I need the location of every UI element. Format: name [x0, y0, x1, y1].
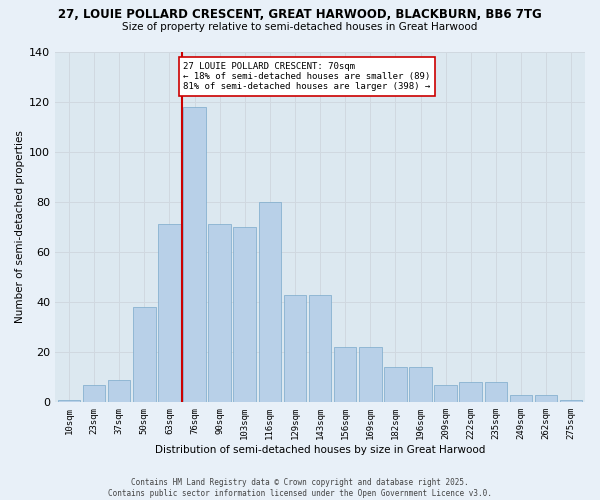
Bar — [560, 400, 583, 402]
Bar — [259, 202, 281, 402]
Bar — [58, 400, 80, 402]
Bar — [233, 227, 256, 402]
Y-axis label: Number of semi-detached properties: Number of semi-detached properties — [15, 130, 25, 324]
Text: 27 LOUIE POLLARD CRESCENT: 70sqm
← 18% of semi-detached houses are smaller (89)
: 27 LOUIE POLLARD CRESCENT: 70sqm ← 18% o… — [183, 62, 430, 92]
Bar — [284, 294, 306, 403]
Bar — [83, 385, 106, 402]
Bar — [509, 395, 532, 402]
Bar — [108, 380, 130, 402]
Bar — [208, 224, 231, 402]
Bar — [309, 294, 331, 403]
Bar — [384, 367, 407, 402]
Bar — [359, 347, 382, 403]
Bar — [158, 224, 181, 402]
Bar — [183, 106, 206, 403]
Bar — [434, 385, 457, 402]
Bar — [133, 307, 155, 402]
X-axis label: Distribution of semi-detached houses by size in Great Harwood: Distribution of semi-detached houses by … — [155, 445, 485, 455]
Bar — [535, 395, 557, 402]
Text: Contains HM Land Registry data © Crown copyright and database right 2025.
Contai: Contains HM Land Registry data © Crown c… — [108, 478, 492, 498]
Bar — [409, 367, 432, 402]
Bar — [460, 382, 482, 402]
Text: 27, LOUIE POLLARD CRESCENT, GREAT HARWOOD, BLACKBURN, BB6 7TG: 27, LOUIE POLLARD CRESCENT, GREAT HARWOO… — [58, 8, 542, 20]
Bar — [334, 347, 356, 403]
Bar — [485, 382, 507, 402]
Text: Size of property relative to semi-detached houses in Great Harwood: Size of property relative to semi-detach… — [122, 22, 478, 32]
